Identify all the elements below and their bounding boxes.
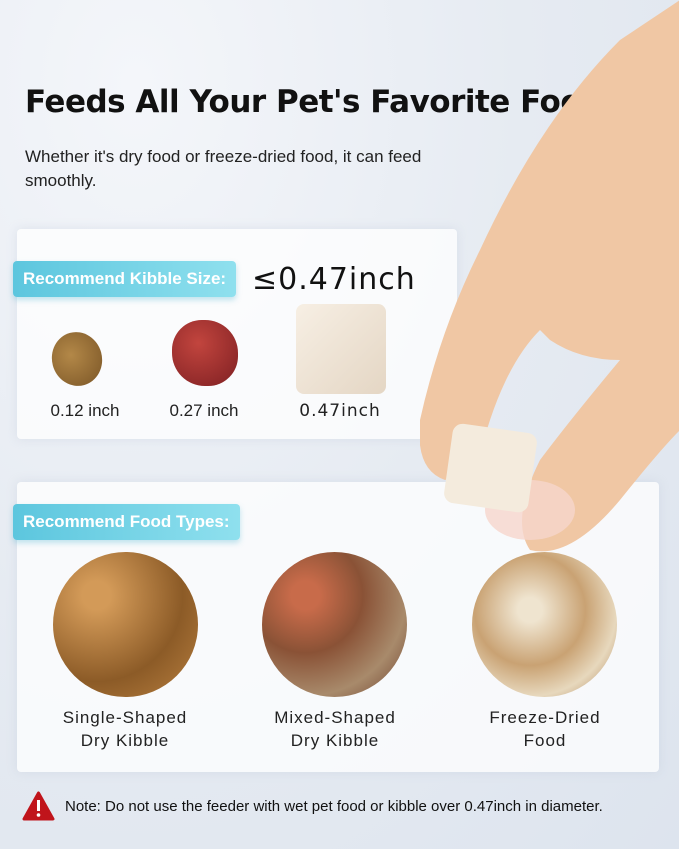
kibble-size-label: 0.47inch bbox=[299, 401, 381, 421]
kibble-size-label: 0.27 inch bbox=[169, 401, 239, 420]
kibble-size-label: 0.12 inch bbox=[50, 401, 120, 420]
subtitle: Whether it's dry food or freeze-dried fo… bbox=[25, 147, 422, 190]
food-type-label: Freeze-Dried Food bbox=[489, 708, 601, 750]
page-title: Feeds All Your Pet's Favorite Foods bbox=[25, 84, 621, 120]
food-type-label: Mixed-Shaped Dry Kibble bbox=[274, 708, 396, 750]
mixed-shaped-kibble-image bbox=[262, 552, 407, 697]
kibble-medium-image bbox=[172, 320, 238, 386]
food-types-tag: Recommend Food Types: bbox=[13, 504, 240, 540]
warning-icon bbox=[22, 791, 55, 821]
hand-image bbox=[420, 0, 679, 552]
food-type-label: Single-Shaped Dry Kibble bbox=[62, 708, 188, 750]
freeze-dried-food-image bbox=[472, 552, 617, 697]
warning-note: Note: Do not use the feeder with wet pet… bbox=[22, 791, 603, 821]
note-text: Note: Do not use the feeder with wet pet… bbox=[65, 797, 603, 815]
single-shaped-kibble-image bbox=[53, 552, 198, 697]
freeze-dried-cube-image bbox=[296, 304, 386, 394]
max-kibble-size: ≤0.47inch bbox=[252, 262, 416, 297]
kibble-size-tag: Recommend Kibble Size: bbox=[13, 261, 237, 297]
